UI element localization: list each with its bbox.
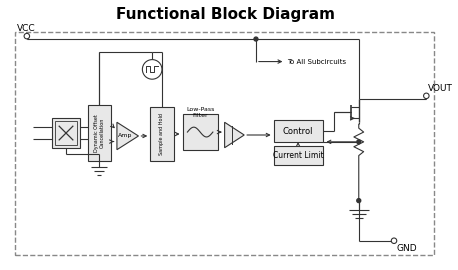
Text: GND: GND bbox=[397, 244, 418, 253]
Text: Current Limit: Current Limit bbox=[273, 151, 323, 160]
Text: Sample and Hold: Sample and Hold bbox=[159, 113, 164, 155]
Polygon shape bbox=[117, 122, 138, 150]
Bar bbox=[52, 118, 80, 148]
Text: To All Subcircuits: To All Subcircuits bbox=[287, 59, 346, 65]
Text: VCC: VCC bbox=[17, 24, 36, 33]
Bar bbox=[15, 32, 434, 255]
Bar bbox=[273, 146, 322, 165]
Text: Functional Block Diagram: Functional Block Diagram bbox=[116, 7, 335, 22]
Text: Amp: Amp bbox=[118, 133, 132, 139]
Bar bbox=[183, 114, 218, 150]
Circle shape bbox=[357, 199, 361, 202]
Text: VOUT: VOUT bbox=[428, 85, 453, 93]
Circle shape bbox=[254, 37, 258, 41]
Circle shape bbox=[391, 238, 397, 244]
Circle shape bbox=[424, 93, 429, 99]
Text: Filter: Filter bbox=[192, 113, 208, 118]
Bar bbox=[55, 121, 77, 145]
Text: Dynamic Offset
Cancellation: Dynamic Offset Cancellation bbox=[94, 114, 105, 152]
Text: Control: Control bbox=[283, 127, 313, 136]
Text: Low-Pass: Low-Pass bbox=[186, 107, 214, 113]
Circle shape bbox=[24, 33, 30, 39]
Bar bbox=[273, 120, 322, 142]
Circle shape bbox=[142, 60, 162, 79]
Circle shape bbox=[357, 140, 361, 144]
Polygon shape bbox=[224, 122, 244, 148]
Bar bbox=[150, 107, 174, 161]
Bar bbox=[87, 105, 111, 161]
